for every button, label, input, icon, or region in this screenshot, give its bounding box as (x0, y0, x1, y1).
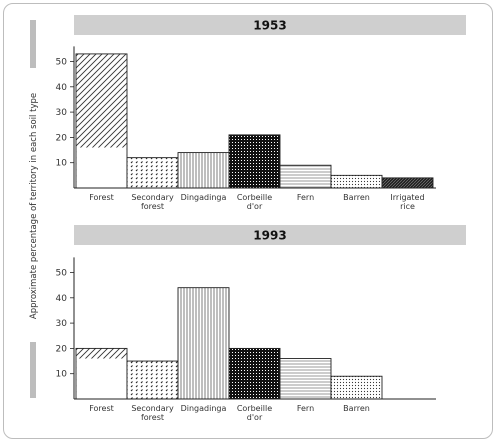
y-tick-label: 20 (56, 344, 68, 354)
y-tick-label: 40 (56, 294, 68, 304)
y-tick-label: 20 (56, 133, 68, 143)
bar-secondary-forest (126, 157, 179, 189)
bar-corbeille-d-or (228, 347, 281, 400)
category-label: Corbeille (237, 193, 272, 202)
panel-title: 1953 (253, 19, 286, 33)
category-label: Forest (89, 193, 114, 202)
category-label: Secondary (131, 404, 174, 413)
bar-fern (279, 164, 332, 189)
category-label: Secondary (131, 193, 174, 202)
y-tick-label: 30 (56, 319, 68, 329)
ylabel-bar-top (30, 20, 36, 68)
bar-barren (330, 375, 383, 400)
category-label: Forest (89, 404, 114, 413)
y-tick-label: 10 (56, 370, 68, 380)
y-tick-label: 10 (56, 159, 68, 169)
bar-fern (279, 358, 332, 400)
category-label: Corbeille (237, 404, 272, 413)
bar-irrigated-rice (381, 177, 434, 189)
y-tick-label: 40 (56, 83, 68, 93)
category-label: Dingadinga (181, 193, 227, 202)
panel-title: 1993 (253, 229, 286, 243)
category-label: Barren (343, 404, 370, 413)
bar-dingadinga (177, 152, 230, 189)
category-label: Fern (297, 193, 314, 202)
bar-dingadinga (177, 287, 230, 400)
y-tick-label: 50 (56, 58, 68, 68)
category-label: rice (400, 202, 415, 211)
category-label: d'or (247, 413, 263, 422)
y-axis-label: Approximate percentage of territory in e… (29, 93, 39, 319)
bar-secondary-forest (126, 360, 179, 400)
category-label: forest (141, 413, 164, 422)
category-label: Dingadinga (181, 404, 227, 413)
y-tick-label: 50 (56, 269, 68, 279)
ylabel-bar-bottom (30, 342, 36, 398)
category-label: Barren (343, 193, 370, 202)
panel-title-banner (74, 15, 466, 35)
y-tick-label: 30 (56, 108, 68, 118)
panel-title-banner (74, 225, 466, 245)
category-label: Fern (297, 404, 314, 413)
bar-barren (330, 174, 383, 189)
bar-plain-base (76, 147, 127, 188)
bar-plain-base (76, 358, 127, 399)
category-label: Irrigated (390, 193, 424, 202)
category-label: forest (141, 202, 164, 211)
category-label: d'or (247, 202, 263, 211)
bar-corbeille-d-or (228, 134, 281, 189)
